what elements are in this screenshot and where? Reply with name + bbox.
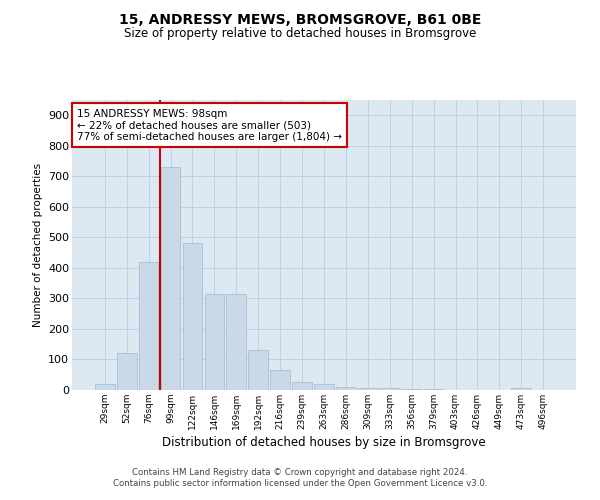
- Bar: [402, 389, 422, 390]
- Bar: [248, 350, 268, 390]
- Bar: [226, 294, 246, 390]
- Text: Contains HM Land Registry data © Crown copyright and database right 2024.: Contains HM Land Registry data © Crown c…: [132, 468, 468, 477]
- Bar: [314, 384, 334, 390]
- Text: 15, ANDRESSY MEWS, BROMSGROVE, B61 0BE: 15, ANDRESSY MEWS, BROMSGROVE, B61 0BE: [119, 12, 481, 26]
- Text: Contains public sector information licensed under the Open Government Licence v3: Contains public sector information licen…: [113, 479, 487, 488]
- Bar: [205, 294, 224, 390]
- Bar: [292, 382, 312, 390]
- Bar: [336, 387, 356, 390]
- Bar: [511, 388, 531, 390]
- Bar: [182, 244, 202, 390]
- Y-axis label: Number of detached properties: Number of detached properties: [32, 163, 43, 327]
- Text: Size of property relative to detached houses in Bromsgrove: Size of property relative to detached ho…: [124, 28, 476, 40]
- Text: 15 ANDRESSY MEWS: 98sqm
← 22% of detached houses are smaller (503)
77% of semi-d: 15 ANDRESSY MEWS: 98sqm ← 22% of detache…: [77, 108, 342, 142]
- Bar: [270, 370, 290, 390]
- Bar: [139, 262, 158, 390]
- Bar: [161, 167, 181, 390]
- Bar: [358, 388, 378, 390]
- Bar: [380, 388, 400, 390]
- Bar: [95, 384, 115, 390]
- Bar: [117, 354, 137, 390]
- Text: Distribution of detached houses by size in Bromsgrove: Distribution of detached houses by size …: [162, 436, 486, 449]
